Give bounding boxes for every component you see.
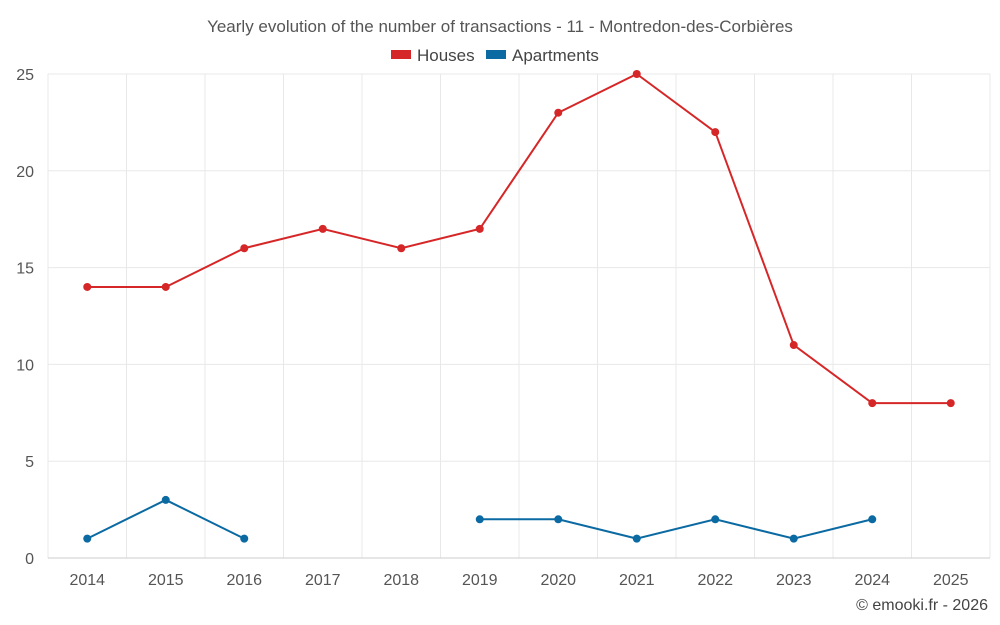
y-tick-label: 25 — [16, 67, 34, 84]
x-tick-label: 2016 — [226, 572, 262, 589]
data-point[interactable] — [711, 128, 720, 137]
x-tick-label: 2020 — [540, 572, 576, 589]
y-tick-label: 20 — [16, 164, 34, 181]
series-line — [479, 518, 873, 540]
data-point[interactable] — [161, 282, 170, 291]
data-point[interactable] — [632, 534, 641, 543]
data-point[interactable] — [789, 534, 798, 543]
grid — [47, 73, 991, 559]
data-point[interactable] — [554, 515, 563, 524]
credit-text: © emooki.fr - 2026 — [856, 597, 988, 614]
y-axis: 0 5 10 15 20 25 — [16, 67, 34, 568]
x-tick-label: 2021 — [619, 572, 655, 589]
data-point[interactable] — [475, 515, 484, 524]
x-tick-label: 2014 — [69, 572, 105, 589]
series-apartments — [83, 495, 877, 543]
data-point[interactable] — [475, 224, 484, 233]
data-point[interactable] — [83, 282, 92, 291]
x-axis: 2014 2015 2016 2017 2018 2019 2020 2021 2022 2023… — [69, 572, 968, 589]
y-tick-label: 0 — [25, 551, 34, 568]
x-tick-label: 2022 — [697, 572, 733, 589]
legend-swatch-apartments[interactable] — [486, 50, 506, 59]
data-point[interactable] — [318, 224, 327, 233]
data-point[interactable] — [632, 70, 641, 78]
data-point[interactable] — [83, 534, 92, 543]
data-point[interactable] — [397, 244, 406, 253]
data-point[interactable] — [946, 399, 955, 408]
data-point[interactable] — [161, 495, 170, 504]
series-line — [87, 72, 951, 405]
data-point[interactable] — [240, 534, 249, 543]
legend: Houses Apartments — [391, 46, 599, 65]
series-layer — [83, 70, 955, 543]
x-tick-label: 2023 — [776, 572, 812, 589]
x-tick-label: 2018 — [383, 572, 419, 589]
y-tick-label: 15 — [16, 261, 34, 278]
y-tick-label: 5 — [25, 454, 34, 471]
x-tick-label: 2024 — [854, 572, 890, 589]
legend-label-houses[interactable]: Houses — [417, 46, 475, 65]
data-point[interactable] — [868, 399, 877, 408]
legend-swatch-houses[interactable] — [391, 50, 411, 59]
y-tick-label: 10 — [16, 357, 34, 374]
x-tick-label: 2015 — [148, 572, 184, 589]
data-point[interactable] — [554, 108, 563, 117]
x-tick-label: 2017 — [305, 572, 341, 589]
chart-title: Yearly evolution of the number of transa… — [207, 17, 793, 36]
data-point[interactable] — [789, 341, 798, 350]
x-tick-label: 2025 — [933, 572, 969, 589]
series-houses — [83, 70, 955, 408]
legend-label-apartments[interactable]: Apartments — [512, 46, 599, 65]
x-tick-label: 2019 — [462, 572, 498, 589]
series-line — [86, 498, 245, 540]
data-point[interactable] — [868, 515, 877, 524]
data-point[interactable] — [240, 244, 249, 253]
data-point[interactable] — [711, 515, 720, 524]
